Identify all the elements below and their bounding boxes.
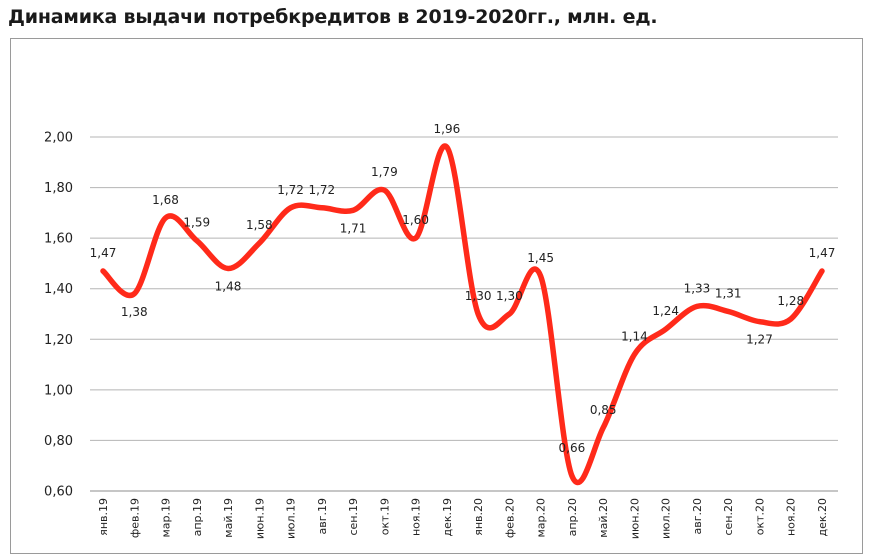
data-label: 1,60	[402, 213, 429, 227]
x-tick-label: окт.20	[753, 498, 766, 535]
x-tick-label: май.19	[222, 498, 235, 538]
chart-frame	[10, 38, 863, 554]
data-point	[726, 309, 730, 313]
data-label: 1,30	[465, 289, 492, 303]
x-tick-label: авг.19	[316, 498, 329, 535]
data-point	[320, 206, 324, 210]
data-label: 1,72	[277, 183, 304, 197]
data-point	[101, 269, 105, 273]
data-label: 1,47	[809, 246, 836, 260]
data-point	[289, 206, 293, 210]
data-point	[632, 352, 636, 356]
x-tick-label: фев.20	[503, 498, 516, 538]
x-tick-label: июл.19	[285, 498, 298, 539]
x-tick-label: окт.19	[378, 498, 391, 535]
data-point	[570, 474, 574, 478]
chart-title: Динамика выдачи потребкредитов в 2019-20…	[8, 6, 658, 28]
x-tick-label: дек.20	[816, 498, 829, 537]
data-point	[476, 312, 480, 316]
data-point	[757, 320, 761, 324]
data-point	[664, 327, 668, 331]
x-tick-label: сен.20	[722, 498, 735, 536]
data-label: 0,85	[590, 403, 617, 417]
data-point	[382, 188, 386, 192]
x-tick-label: мар.19	[160, 498, 173, 538]
x-tick-label: апр.20	[566, 498, 579, 536]
data-point	[414, 236, 418, 240]
x-tick-label: сен.19	[347, 498, 360, 536]
data-point	[507, 312, 511, 316]
data-point	[445, 145, 449, 149]
y-tick-label: 0,60	[44, 485, 73, 500]
x-tick-label: мар.20	[535, 498, 548, 538]
data-point	[820, 269, 824, 273]
x-tick-label: ноя.19	[410, 498, 423, 536]
data-label: 1,14	[621, 329, 648, 343]
y-tick-label: 2,00	[44, 131, 73, 146]
y-tick-label: 1,20	[44, 333, 73, 348]
x-tick-label: фев.19	[128, 498, 141, 538]
data-label: 1,27	[746, 333, 773, 347]
x-tick-label: ноя.20	[785, 498, 798, 536]
y-tick-label: 1,00	[44, 383, 73, 398]
x-tick-label: май.20	[597, 498, 610, 538]
x-axis: янв.19 фев.19 мар.19 апр.19 май.19 июн.19 июл.…	[90, 490, 838, 539]
data-label: 1,72	[308, 183, 335, 197]
x-tick-label: янв.19	[97, 498, 110, 536]
data-label: 1,59	[183, 216, 210, 230]
data-point	[132, 292, 136, 296]
x-tick-label: июн.20	[628, 498, 641, 539]
x-tick-label: апр.19	[191, 498, 204, 536]
data-label: 1,33	[684, 281, 711, 295]
data-label: 1,79	[371, 165, 398, 179]
y-tick-label: 0,80	[44, 434, 73, 449]
data-label: 1,71	[340, 221, 367, 235]
data-label: 1,45	[527, 251, 554, 265]
y-tick-label: 1,40	[44, 282, 73, 297]
data-label: 1,31	[715, 286, 742, 300]
y-axis: 0,60 0,80 1,00 1,20 1,40 1,60 1,80 2,00	[44, 131, 73, 500]
data-point	[257, 241, 261, 245]
data-point	[539, 274, 543, 278]
data-label: 1,30	[496, 289, 523, 303]
series-line	[100, 143, 825, 486]
y-tick-label: 1,80	[44, 181, 73, 196]
data-label: 1,47	[90, 246, 117, 260]
data-label: 1,58	[246, 218, 273, 232]
data-label: 1,68	[152, 193, 179, 207]
x-tick-label: авг.20	[691, 498, 704, 535]
data-label: 1,38	[121, 305, 148, 319]
data-label: 1,24	[652, 304, 679, 318]
gridlines	[90, 136, 838, 492]
data-label: 0,66	[559, 441, 586, 455]
data-point	[695, 304, 699, 308]
data-point	[164, 216, 168, 220]
x-tick-label: янв.20	[472, 498, 485, 536]
y-tick-label: 1,60	[44, 232, 73, 247]
data-point	[195, 239, 199, 243]
x-tick-label: дек.19	[441, 498, 454, 537]
data-label: 1,28	[777, 294, 804, 308]
data-labels: 1,47 1,38 1,68 1,59 1,48 1,58 1,72 1,72 1,71 1,79…	[90, 122, 836, 455]
data-point	[226, 266, 230, 270]
data-label: 1,48	[215, 279, 242, 293]
data-point	[351, 208, 355, 212]
data-point	[601, 426, 605, 430]
x-tick-label: июн.19	[253, 498, 266, 539]
series-path	[100, 143, 825, 486]
x-tick-label: июл.20	[660, 498, 673, 539]
data-point	[789, 317, 793, 321]
data-label: 1,96	[434, 122, 461, 136]
